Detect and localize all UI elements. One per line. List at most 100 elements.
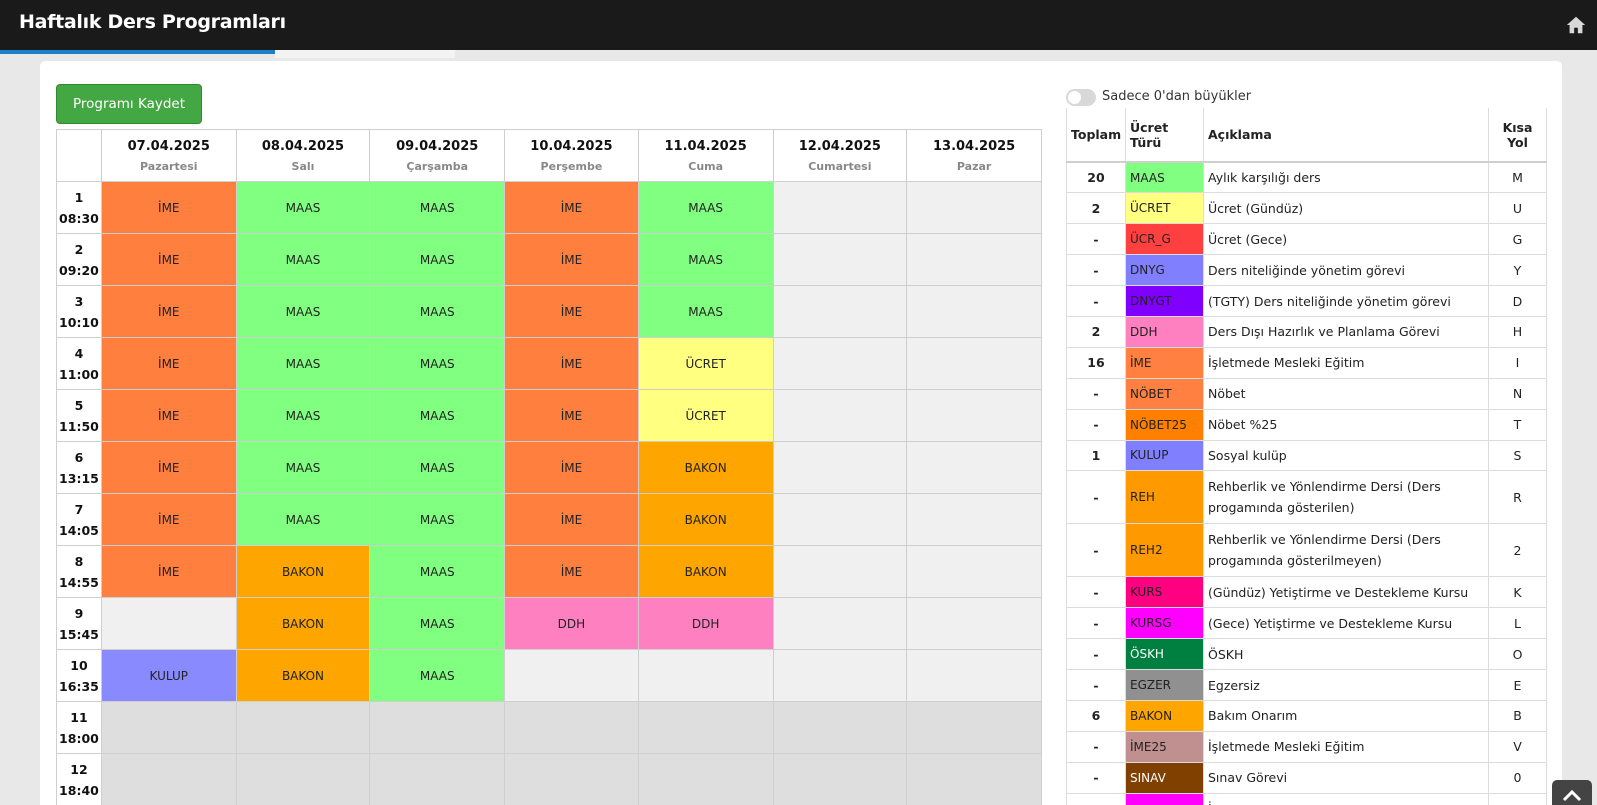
schedule-cell[interactable]: İME xyxy=(100,389,237,442)
schedule-cell[interactable]: MAAS xyxy=(369,389,506,442)
schedule-cell[interactable]: MAAS xyxy=(637,285,774,338)
schedule-cell[interactable] xyxy=(637,649,774,702)
legend-row[interactable]: 1 KULUP Sosyal kulüp S xyxy=(1066,440,1547,472)
schedule-cell[interactable]: DDH xyxy=(637,597,774,650)
schedule-cell[interactable] xyxy=(772,597,908,650)
schedule-cell[interactable]: BAKON xyxy=(235,649,371,702)
schedule-cell[interactable] xyxy=(906,441,1042,494)
legend-row[interactable]: İ xyxy=(1066,793,1547,805)
schedule-cell[interactable]: MAAS xyxy=(235,441,371,494)
schedule-cell[interactable]: ÜCRET xyxy=(637,337,774,390)
schedule-cell[interactable] xyxy=(504,649,639,702)
schedule-cell[interactable]: MAAS xyxy=(369,545,506,598)
schedule-cell[interactable] xyxy=(906,233,1042,286)
col-toplam[interactable]: Toplam xyxy=(1066,108,1126,163)
schedule-cell[interactable]: BAKON xyxy=(235,545,371,598)
schedule-cell[interactable]: BAKON xyxy=(637,493,774,546)
col-kisa-yol[interactable]: Kısa Yol xyxy=(1488,108,1547,163)
schedule-cell[interactable] xyxy=(772,441,908,494)
save-program-button[interactable]: Programı Kaydet xyxy=(56,84,202,124)
schedule-cell[interactable]: İME xyxy=(100,545,237,598)
nonzero-filter-toggle[interactable] xyxy=(1066,89,1096,106)
schedule-cell[interactable]: MAAS xyxy=(369,337,506,390)
schedule-cell[interactable] xyxy=(369,701,506,754)
schedule-cell[interactable]: MAAS xyxy=(235,493,371,546)
schedule-cell[interactable] xyxy=(504,753,639,805)
schedule-cell[interactable] xyxy=(235,701,371,754)
legend-row[interactable]: - REH Rehberlik ve Yönlendirme Dersi (Ders… xyxy=(1066,470,1547,525)
schedule-cell[interactable]: BAKON xyxy=(637,441,774,494)
schedule-cell[interactable] xyxy=(772,285,908,338)
legend-row[interactable]: - SINAV Sınav Görevi 0 xyxy=(1066,762,1547,794)
legend-row[interactable]: - NÖBET25 Nöbet %25 T xyxy=(1066,409,1547,441)
schedule-cell[interactable]: BAKON xyxy=(235,597,371,650)
schedule-cell[interactable] xyxy=(772,545,908,598)
col-aciklama[interactable]: Açıklama xyxy=(1203,108,1489,163)
schedule-cell[interactable] xyxy=(772,389,908,442)
schedule-cell[interactable] xyxy=(906,597,1042,650)
col-ucret-turu[interactable]: Ücret Türü xyxy=(1125,108,1204,163)
schedule-cell[interactable]: İME xyxy=(100,285,237,338)
schedule-cell[interactable]: ÜCRET xyxy=(637,389,774,442)
legend-row[interactable]: - KURSG (Gece) Yetiştirme ve Destekleme Ku… xyxy=(1066,607,1547,640)
legend-row[interactable]: - EGZER Egzersiz E xyxy=(1066,669,1547,701)
schedule-cell[interactable]: MAAS xyxy=(369,493,506,546)
schedule-cell[interactable]: MAAS xyxy=(637,233,774,286)
schedule-cell[interactable]: BAKON xyxy=(637,545,774,598)
scroll-top-button[interactable] xyxy=(1552,780,1592,805)
schedule-cell[interactable]: MAAS xyxy=(369,181,506,234)
schedule-cell[interactable]: MAAS xyxy=(235,181,371,234)
legend-row[interactable]: - REH2 Rehberlik ve Yönlendirme Dersi (Der… xyxy=(1066,523,1547,578)
schedule-cell[interactable] xyxy=(772,701,908,754)
schedule-cell[interactable] xyxy=(637,701,774,754)
schedule-cell[interactable] xyxy=(100,701,237,754)
schedule-cell[interactable] xyxy=(906,649,1042,702)
legend-row[interactable]: - İME25 İşletmede Mesleki Eğitim V xyxy=(1066,731,1547,763)
legend-row[interactable]: 2 DDH Ders Dışı Hazırlık ve Planlama Görev… xyxy=(1066,316,1547,348)
schedule-cell[interactable]: MAAS xyxy=(235,389,371,442)
schedule-cell[interactable]: İME xyxy=(100,441,237,494)
legend-row[interactable]: - ÜCR_G Ücret (Gece) G xyxy=(1066,223,1547,256)
legend-row[interactable]: 6 BAKON Bakım Onarım B xyxy=(1066,700,1547,732)
legend-row[interactable]: - ÖSKH ÖSKH O xyxy=(1066,638,1547,671)
schedule-cell[interactable]: MAAS xyxy=(369,233,506,286)
schedule-cell[interactable] xyxy=(906,753,1042,805)
schedule-cell[interactable]: MAAS xyxy=(235,285,371,338)
schedule-cell[interactable]: MAAS xyxy=(235,233,371,286)
schedule-cell[interactable]: DDH xyxy=(504,597,639,650)
schedule-cell[interactable]: İME xyxy=(100,337,237,390)
schedule-cell[interactable]: İME xyxy=(100,181,237,234)
schedule-cell[interactable]: MAAS xyxy=(369,597,506,650)
schedule-cell[interactable] xyxy=(369,753,506,805)
schedule-cell[interactable]: İME xyxy=(504,181,639,234)
legend-row[interactable]: - DNYGT (TGTY) Ders niteliğinde yönetim gö… xyxy=(1066,285,1547,317)
legend-row[interactable]: 16 İME İşletmede Mesleki Eğitim I xyxy=(1066,347,1547,379)
schedule-cell[interactable]: İME xyxy=(504,545,639,598)
schedule-cell[interactable]: MAAS xyxy=(369,649,506,702)
schedule-cell[interactable] xyxy=(772,181,908,234)
schedule-cell[interactable] xyxy=(906,493,1042,546)
schedule-cell[interactable] xyxy=(772,233,908,286)
schedule-cell[interactable]: İME xyxy=(504,337,639,390)
schedule-cell[interactable] xyxy=(504,701,639,754)
schedule-cell[interactable]: İME xyxy=(504,441,639,494)
schedule-cell[interactable] xyxy=(906,181,1042,234)
schedule-cell[interactable]: İME xyxy=(504,285,639,338)
schedule-cell[interactable] xyxy=(906,701,1042,754)
legend-row[interactable]: 20 MAAS Aylık karşılığı ders M xyxy=(1066,162,1547,194)
schedule-cell[interactable]: KULUP xyxy=(100,649,237,702)
schedule-cell[interactable] xyxy=(235,753,371,805)
schedule-cell[interactable]: İME xyxy=(504,233,639,286)
schedule-cell[interactable] xyxy=(772,753,908,805)
schedule-cell[interactable] xyxy=(100,597,237,650)
legend-row[interactable]: - DNYG Ders niteliğinde yönetim görevi Y xyxy=(1066,254,1547,287)
schedule-cell[interactable]: İME xyxy=(100,233,237,286)
schedule-cell[interactable]: MAAS xyxy=(637,181,774,234)
schedule-cell[interactable] xyxy=(906,285,1042,338)
schedule-cell[interactable] xyxy=(772,493,908,546)
schedule-cell[interactable] xyxy=(637,753,774,805)
schedule-cell[interactable] xyxy=(100,753,237,805)
schedule-cell[interactable]: İME xyxy=(100,493,237,546)
schedule-cell[interactable]: MAAS xyxy=(369,441,506,494)
legend-row[interactable]: 2 ÜCRET Ücret (Gündüz) U xyxy=(1066,192,1547,225)
